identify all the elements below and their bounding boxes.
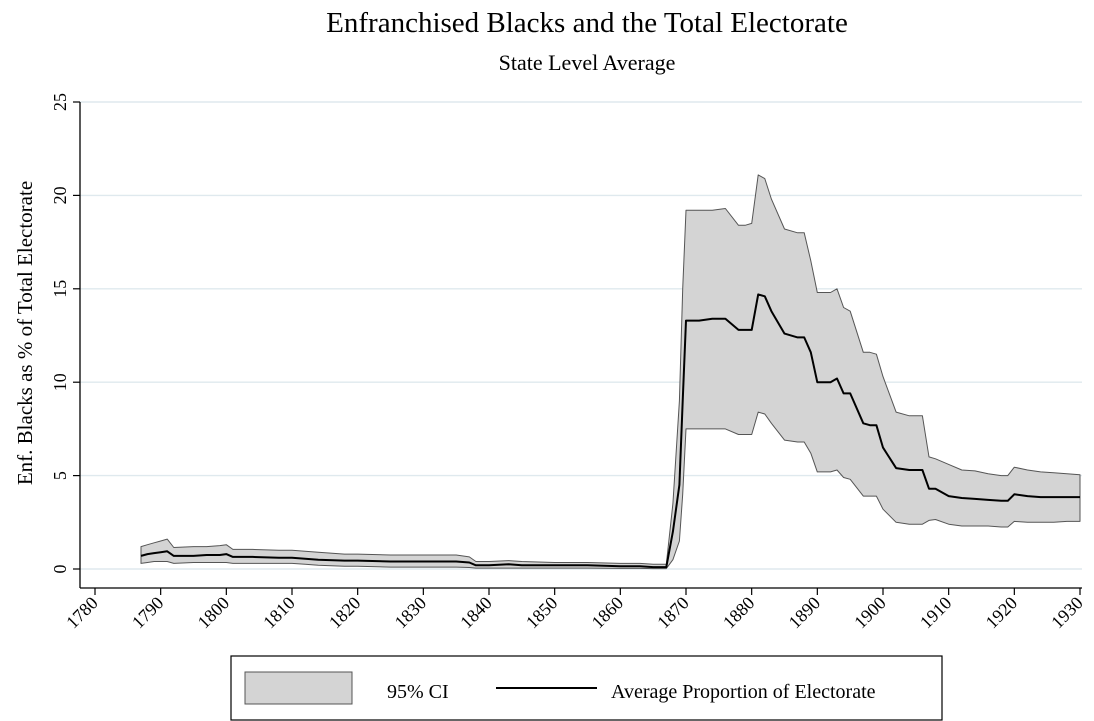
x-tick-label-1930: 1930 <box>1047 593 1087 633</box>
chart-title: Enfranchised Blacks and the Total Electo… <box>326 7 848 39</box>
x-tick-label-1850: 1850 <box>522 593 562 633</box>
y-axis-ticks: 0 5 10 15 20 25 <box>50 93 80 574</box>
x-tick-label-1880: 1880 <box>719 593 759 633</box>
x-axis-ticks: 1780 1790 1800 1810 1820 1830 1840 1850 1860 1870… <box>62 588 1087 632</box>
average-proportion-line <box>140 293 1080 569</box>
legend: 95% CI Average Proportion of Electorate <box>230 655 943 721</box>
x-tick-label-1780: 1780 <box>62 593 102 633</box>
x-tick-label-1810: 1810 <box>259 593 299 633</box>
x-tick-label-1910: 1910 <box>916 593 956 633</box>
x-tick-label-1890: 1890 <box>785 593 825 633</box>
y-tick-label-5: 5 <box>50 471 70 480</box>
grid-lines <box>80 101 1082 570</box>
x-tick-label-1800: 1800 <box>194 593 234 633</box>
y-tick-label-0: 0 <box>50 565 70 574</box>
x-tick-label-1830: 1830 <box>391 593 431 633</box>
legend-label-line: Average Proportion of Electorate <box>611 681 876 703</box>
average-line-layer <box>140 293 1080 569</box>
y-tick-label-15: 15 <box>50 280 70 298</box>
x-tick-label-1790: 1790 <box>128 593 168 633</box>
y-tick-label-20: 20 <box>50 186 70 204</box>
legend-swatch-ci <box>244 671 353 705</box>
x-tick-label-1860: 1860 <box>588 593 628 633</box>
legend-label-ci: 95% CI <box>387 681 449 703</box>
chart-subtitle: State Level Average <box>499 50 676 75</box>
y-tick-label-25: 25 <box>50 93 70 111</box>
x-tick-label-1820: 1820 <box>325 593 365 633</box>
x-tick-label-1920: 1920 <box>982 593 1022 633</box>
x-tick-label-1840: 1840 <box>456 593 496 633</box>
ci-band <box>140 174 1081 570</box>
ci-band-layer <box>140 174 1081 570</box>
y-tick-label-10: 10 <box>50 373 70 391</box>
x-tick-label-1900: 1900 <box>850 593 890 633</box>
y-axis-title: Enf. Blacks as % of Total Electorate <box>13 181 37 485</box>
x-tick-label-1870: 1870 <box>653 593 693 633</box>
